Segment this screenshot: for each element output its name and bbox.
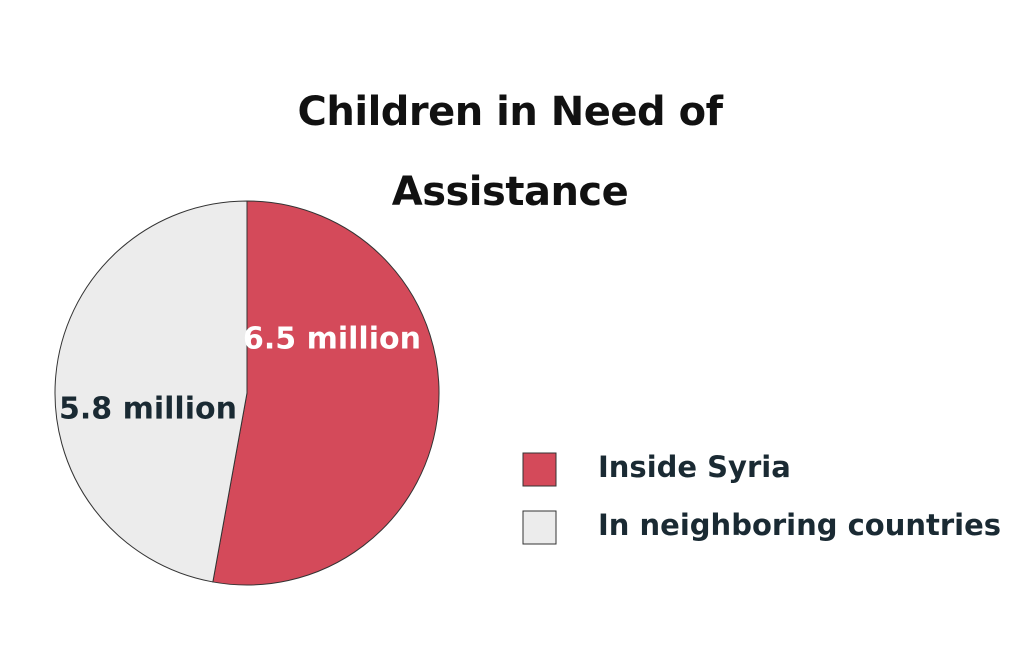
legend-swatch: [522, 452, 557, 487]
legend-label: In neighboring countries: [598, 508, 1001, 542]
pie-slice: [212, 200, 440, 586]
pie-slice: [54, 200, 248, 583]
legend-label: Inside Syria: [598, 450, 791, 484]
chart-title: Children in Need of Assistance: [297, 89, 723, 215]
legend-swatch: [522, 510, 557, 545]
data-label: 5.8 million: [59, 392, 237, 427]
data-label: 6.5 million: [243, 322, 421, 357]
